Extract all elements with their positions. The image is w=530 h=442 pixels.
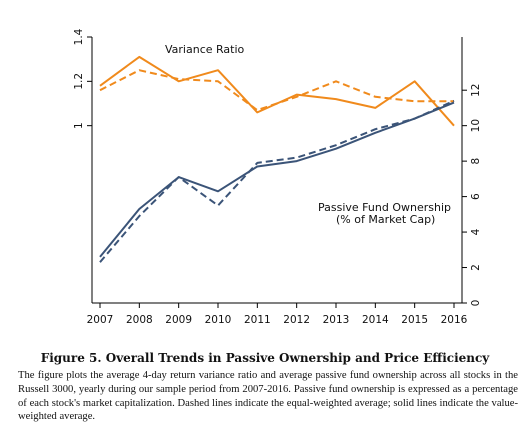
left-tick-label: 1	[73, 122, 85, 129]
variance-ratio-annotation: Variance Ratio	[165, 43, 245, 56]
passive-ownership-solid-line	[99, 101, 455, 258]
ownership-annotation-line1: Passive Fund Ownership	[318, 201, 451, 214]
left-tick-label: 1.2	[73, 73, 85, 90]
variance-ratio-dashed-line	[99, 69, 454, 112]
x-tick-label: 2008	[126, 314, 153, 326]
right-tick-label: 2	[470, 264, 482, 271]
x-tick-label: 2016	[441, 314, 468, 326]
right-tick-label: 10	[470, 119, 482, 132]
left-tick-label: 1.4	[73, 28, 85, 45]
right-tick-label: 12	[470, 84, 482, 97]
right-tick-label: 8	[470, 158, 482, 165]
right-tick-label: 4	[470, 228, 482, 235]
right-tick-label: 6	[470, 193, 482, 200]
variance-ratio-solid-line	[99, 55, 455, 127]
x-tick-label: 2010	[205, 314, 232, 326]
chart: 1 1.2 1.4 0 2 4 6 8 10 12 2007 2008 2009 2010 2011 2012…	[73, 28, 482, 326]
x-tick-label: 2014	[362, 314, 389, 326]
x-tick-label: 2015	[401, 314, 428, 326]
x-tick-label: 2013	[323, 314, 350, 326]
right-tick-label: 0	[470, 300, 482, 307]
x-tick-label: 2009	[165, 314, 192, 326]
figure-caption-title: Figure 5. Overall Trends in Passive Owne…	[40, 351, 490, 365]
figure-caption-body: The figure plots the average 4-day retur…	[18, 370, 518, 423]
x-tick-label: 2011	[244, 314, 271, 326]
ownership-annotation-line2: (% of Market Cap)	[336, 213, 435, 226]
x-tick-label: 2012	[283, 314, 310, 326]
x-tick-label: 2007	[87, 314, 114, 326]
passive-ownership-dashed-line	[99, 99, 455, 263]
